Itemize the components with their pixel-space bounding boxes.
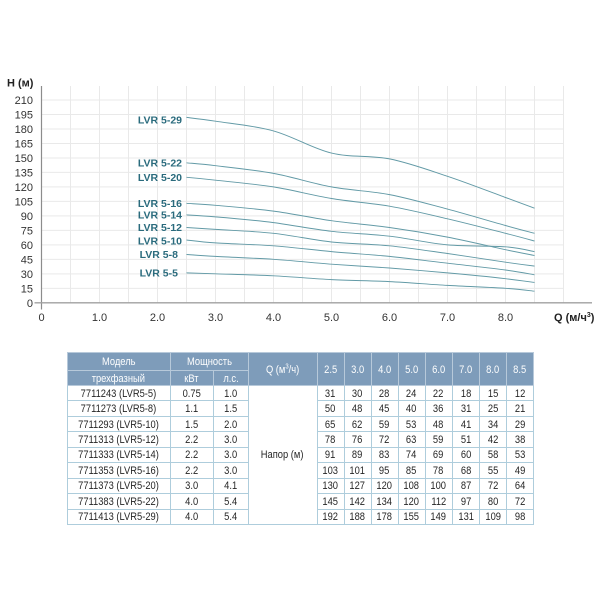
svg-text:3.0: 3.0 bbox=[208, 312, 223, 324]
svg-text:0: 0 bbox=[27, 298, 33, 310]
svg-text:6.0: 6.0 bbox=[382, 312, 397, 324]
svg-text:5.0: 5.0 bbox=[324, 312, 339, 324]
svg-text:LVR 5-14: LVR 5-14 bbox=[138, 209, 182, 221]
svg-text:Q (м/ч3): Q (м/ч3) bbox=[554, 312, 595, 324]
svg-text:15: 15 bbox=[21, 283, 33, 295]
svg-text:8.0: 8.0 bbox=[498, 312, 513, 324]
svg-text:2.0: 2.0 bbox=[150, 312, 165, 324]
svg-text:7.0: 7.0 bbox=[440, 312, 455, 324]
svg-text:LVR 5-20: LVR 5-20 bbox=[138, 172, 182, 184]
svg-text:45: 45 bbox=[21, 254, 33, 266]
svg-text:30: 30 bbox=[21, 269, 33, 281]
svg-text:150: 150 bbox=[15, 153, 33, 165]
svg-text:LVR 5-10: LVR 5-10 bbox=[138, 236, 182, 248]
svg-text:LVR 5-22: LVR 5-22 bbox=[138, 157, 182, 169]
svg-text:H (м): H (м) bbox=[7, 78, 34, 90]
svg-text:165: 165 bbox=[15, 138, 33, 150]
svg-text:105: 105 bbox=[15, 196, 33, 208]
svg-text:LVR 5-12: LVR 5-12 bbox=[138, 222, 182, 234]
svg-text:195: 195 bbox=[15, 109, 33, 121]
svg-text:LVR 5-5: LVR 5-5 bbox=[140, 267, 178, 279]
svg-text:210: 210 bbox=[15, 95, 33, 107]
svg-text:90: 90 bbox=[21, 211, 33, 223]
svg-text:0: 0 bbox=[38, 312, 44, 324]
svg-text:60: 60 bbox=[21, 240, 33, 252]
svg-text:LVR 5-16: LVR 5-16 bbox=[138, 198, 182, 210]
svg-text:75: 75 bbox=[21, 225, 33, 237]
svg-text:LVR 5-29: LVR 5-29 bbox=[138, 115, 182, 127]
svg-text:1.0: 1.0 bbox=[92, 312, 107, 324]
svg-text:120: 120 bbox=[15, 182, 33, 194]
svg-text:180: 180 bbox=[15, 124, 33, 136]
svg-text:135: 135 bbox=[15, 167, 33, 179]
svg-text:4.0: 4.0 bbox=[266, 312, 281, 324]
svg-text:LVR 5-8: LVR 5-8 bbox=[140, 249, 178, 261]
